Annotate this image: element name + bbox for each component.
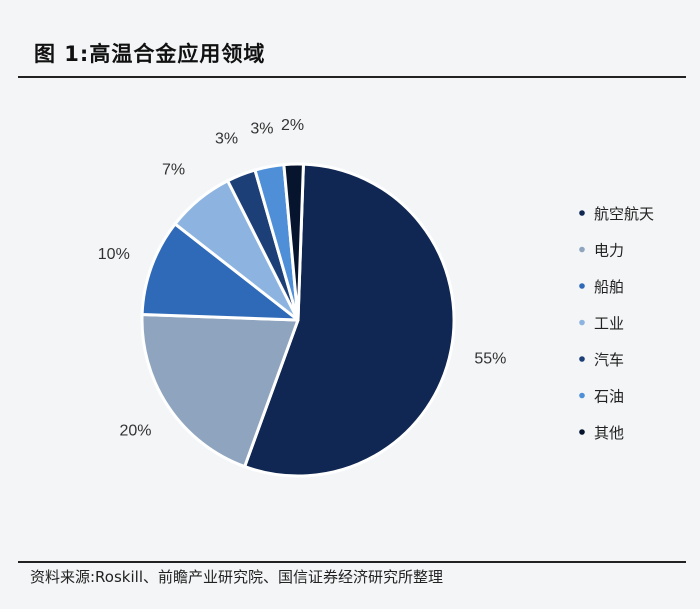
slice-label-1: 55% [474,350,506,367]
legend-marker-1 [579,210,585,216]
legend-label-5: 汽车 [594,351,624,369]
legend-marker-4 [579,319,585,326]
slice-label-7: 2% [281,117,304,134]
slice-label-4: 7% [162,162,185,179]
slice-labels: 55% 20% 10% 7% 3% 3% 2% [98,117,507,440]
title-rule [18,76,686,78]
source-rule [18,561,686,563]
legend-label-1: 航空航天 [594,205,654,223]
legend-marker-2 [579,246,585,253]
legend-marker-3 [579,283,585,289]
figure-title: 图 1:高温合金应用领域 [34,42,266,66]
pie-slice-1 [243,162,456,478]
legend-label-2: 电力 [594,242,624,260]
legend-marker-6 [579,392,585,399]
legend-label-3: 船舶 [594,278,624,296]
slice-label-5: 3% [215,131,238,148]
legend-label-7: 其他 [594,424,624,442]
slice-label-2: 20% [119,423,151,440]
legend-label-6: 石油 [594,388,624,406]
slice-label-3: 10% [98,246,130,263]
pie-slices [140,162,456,478]
slice-label-6: 3% [250,120,273,137]
pie-slice-2 [140,313,300,469]
source-note: 资料来源:Roskill、前瞻产业研究院、国信证券经济研究所整理 [30,568,443,586]
legend-label-4: 工业 [594,315,624,333]
pie-slice-7 [282,162,305,322]
legend-marker-7 [579,429,585,435]
pie-slice-3 [140,222,300,322]
legend-marker-5 [579,356,585,362]
